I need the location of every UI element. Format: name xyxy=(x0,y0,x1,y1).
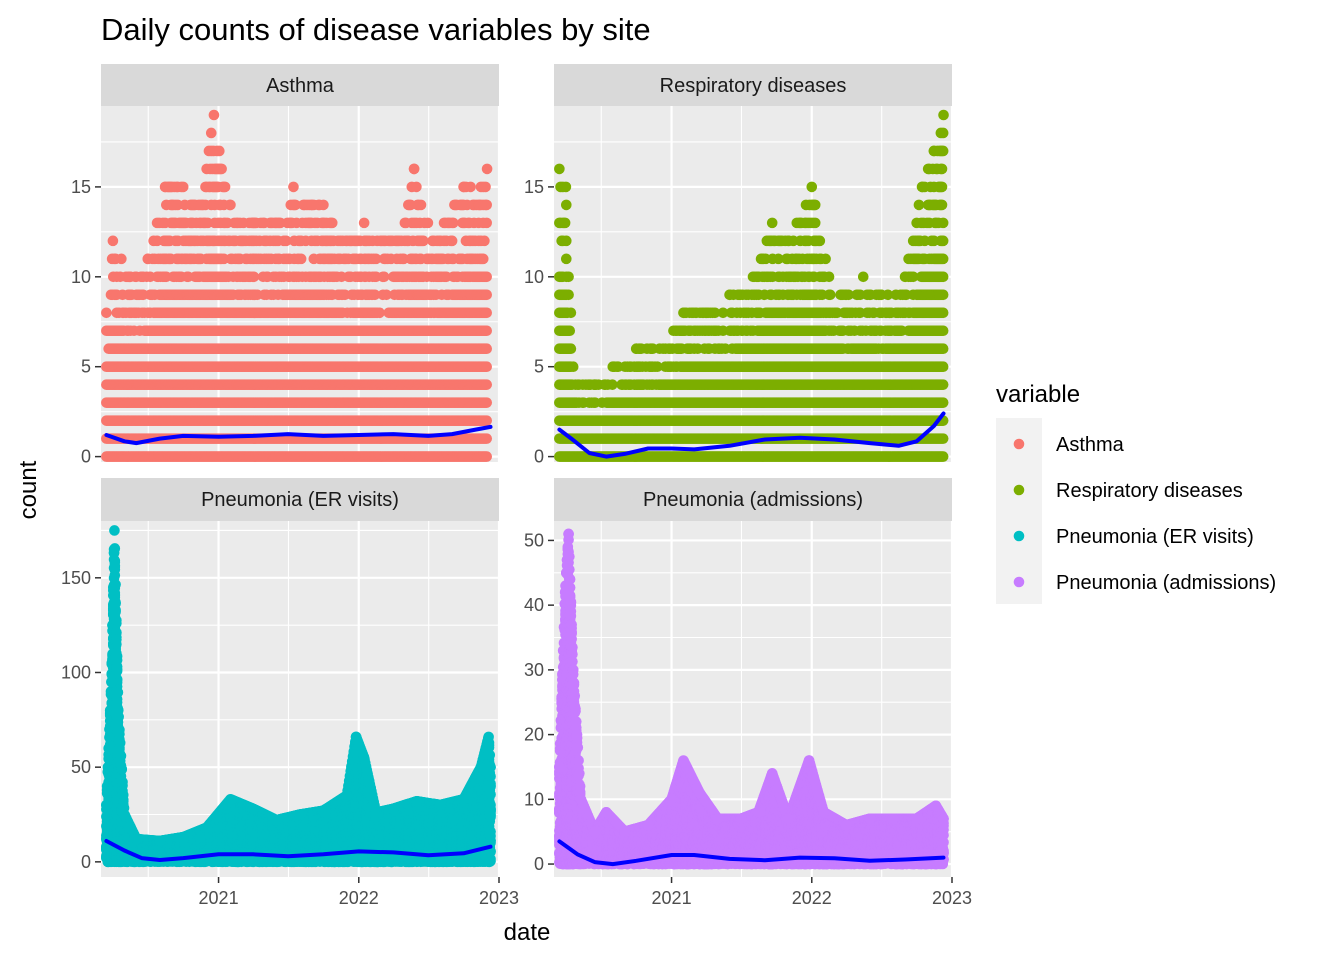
y-tick-label: 15 xyxy=(71,177,91,197)
data-point xyxy=(428,235,439,247)
data-points xyxy=(101,109,493,462)
data-point xyxy=(565,307,577,319)
data-point xyxy=(374,307,385,319)
data-point xyxy=(481,325,493,337)
data-point xyxy=(458,181,469,193)
data-point xyxy=(205,127,217,139)
data-point xyxy=(481,217,493,229)
data-point xyxy=(116,253,127,265)
data-point xyxy=(369,289,381,301)
data-point xyxy=(195,199,206,211)
data-point xyxy=(560,253,572,265)
data-point xyxy=(481,451,493,462)
data-point xyxy=(248,271,260,283)
data-point xyxy=(481,307,493,319)
data-point xyxy=(481,361,493,373)
data-point xyxy=(481,163,493,175)
y-tick-label: 10 xyxy=(71,267,91,287)
data-point xyxy=(418,235,429,247)
data-point xyxy=(411,181,422,193)
data-point xyxy=(563,271,574,283)
data-point xyxy=(560,235,572,247)
data-point xyxy=(481,199,493,211)
facet-strip-label: Respiratory diseases xyxy=(660,75,847,97)
data-point xyxy=(219,181,231,193)
data-point xyxy=(480,181,491,193)
data-point xyxy=(481,415,493,426)
data-point xyxy=(477,253,489,265)
y-axis: 0 5 10 15 xyxy=(71,177,101,467)
data-point xyxy=(295,253,307,265)
data-point xyxy=(247,217,259,229)
data-point xyxy=(399,217,411,229)
facet-strip xyxy=(101,64,499,106)
data-point xyxy=(290,199,301,211)
data-point xyxy=(408,163,420,175)
data-point xyxy=(280,235,292,247)
data-point xyxy=(559,217,571,229)
data-point xyxy=(159,181,171,193)
data-point xyxy=(381,289,392,301)
data-point xyxy=(341,235,353,247)
data-point xyxy=(378,271,390,283)
y-tick-label: 0 xyxy=(81,447,91,467)
data-point xyxy=(446,235,458,247)
data-point xyxy=(288,181,299,193)
data-point xyxy=(563,289,574,301)
data-point xyxy=(358,217,370,229)
panel-background xyxy=(554,106,952,462)
y-tick-label: 5 xyxy=(81,357,91,377)
data-point xyxy=(447,217,459,229)
data-point xyxy=(564,325,576,337)
data-point xyxy=(481,397,493,408)
data-point xyxy=(101,307,112,319)
data-point xyxy=(124,271,136,283)
data-point xyxy=(481,271,493,283)
data-point xyxy=(481,379,493,390)
data-point xyxy=(208,109,220,121)
data-point xyxy=(481,433,493,444)
panel-0: Asthma 0 5 10 15 xyxy=(71,64,501,467)
chart-title: Daily counts of disease variables by sit… xyxy=(101,12,651,47)
data-point xyxy=(607,379,618,390)
data-point xyxy=(214,145,225,157)
data-point xyxy=(107,235,119,247)
data-point xyxy=(415,199,427,211)
data-point xyxy=(225,199,236,211)
data-point xyxy=(376,235,387,247)
data-point xyxy=(318,199,329,211)
data-point xyxy=(326,217,338,229)
data-point xyxy=(560,199,572,211)
facet-strip-label: Asthma xyxy=(266,75,335,97)
data-point xyxy=(565,343,577,355)
data-point xyxy=(216,163,227,175)
data-point xyxy=(271,217,282,229)
data-point xyxy=(422,217,434,229)
data-point xyxy=(481,343,493,355)
data-point xyxy=(142,253,154,265)
data-point xyxy=(306,199,318,211)
data-point xyxy=(479,235,490,247)
data-point xyxy=(177,181,189,193)
data-point xyxy=(481,289,493,301)
data-point xyxy=(370,253,382,265)
panel-background xyxy=(101,106,499,462)
